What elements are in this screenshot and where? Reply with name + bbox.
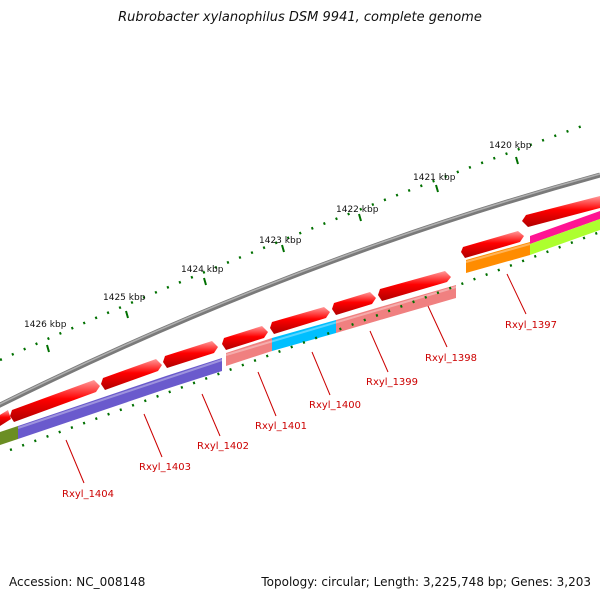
genome-summary-text: Topology: circular; Length: 3,225,748 bp… [261, 575, 591, 589]
olive-segment [0, 426, 18, 445]
ruler-label: 1422 kbp [336, 205, 379, 215]
leader-line [257, 371, 277, 417]
leader-line [201, 393, 221, 437]
gene-track-highlight [17, 243, 531, 429]
leader-line [369, 330, 389, 373]
ruler-tick [515, 156, 519, 165]
gene-label-rxyl-1399: Rxyl_1399 [366, 377, 418, 388]
ruler-labels: 1420 kbp 1421 kbp 1422 kbp 1423 kbp 1424… [24, 141, 532, 330]
ruler-tick [46, 344, 50, 353]
gene-bar-rxyl-1403 [166, 358, 222, 389]
ruler-tick [358, 213, 362, 222]
gene-bar-rxyl-1404 [18, 376, 166, 439]
gene-label-rxyl-1400: Rxyl_1400 [309, 400, 361, 411]
ruler-tick [203, 277, 207, 286]
accession-text: Accession: NC_008148 [9, 575, 146, 589]
cds-arrow [522, 196, 600, 227]
pink-segment [530, 211, 600, 244]
cds-forward-track [0, 196, 600, 426]
cds-arrow [222, 326, 268, 350]
gene-label-rxyl-1401: Rxyl_1401 [255, 421, 307, 432]
map-title: Rubrobacter xylanophilus DSM 9941, compl… [118, 10, 482, 25]
ruler-label: 1425 kbp [103, 293, 146, 303]
ruler-label: 1426 kbp [24, 320, 67, 330]
gene-bar-rxyl-1401 [226, 338, 272, 366]
cds-arrow [0, 410, 11, 426]
gene-labels: Rxyl_1397 Rxyl_1398 Rxyl_1399 Rxyl_1400 … [62, 320, 557, 500]
cds-arrow [332, 292, 376, 315]
ruler-major-ticks [46, 156, 519, 353]
backbone-highlight [0, 173, 600, 405]
ruler-tick [281, 244, 285, 253]
gene-label-rxyl-1402: Rxyl_1402 [197, 441, 249, 452]
gene-label-rxyl-1397: Rxyl_1397 [505, 320, 557, 331]
ruler-label: 1421 kbp [413, 173, 456, 183]
cds-arrow [163, 341, 218, 368]
cds-arrow [101, 359, 162, 390]
ruler-label: 1424 kbp [181, 265, 224, 275]
ruler-tick [125, 310, 129, 319]
cds-arrow [378, 271, 451, 301]
gene-label-rxyl-1403: Rxyl_1403 [139, 462, 191, 473]
gene-label-rxyl-1404: Rxyl_1404 [62, 489, 114, 500]
gene-label-rxyl-1398: Rxyl_1398 [425, 353, 477, 364]
leader-line [311, 351, 331, 396]
gene-bar-rxyl-1400 [272, 320, 336, 351]
cds-arrow [10, 380, 100, 422]
leader-line [427, 305, 448, 348]
gene-bar-rxyl-1399 [336, 307, 380, 333]
leader-line [143, 413, 163, 458]
genome-backbone [0, 172, 600, 408]
gene-track [0, 211, 600, 445]
green-segment [530, 219, 600, 255]
ruler-label: 1423 kbp [259, 236, 302, 246]
cds-arrow [461, 231, 524, 258]
gene-leader-lines [65, 273, 527, 484]
leader-line [65, 439, 85, 484]
gene-bar-rxyl-1398 [380, 285, 456, 320]
gene-bar-rxyl-1397 [466, 242, 530, 273]
cds-arrow [270, 307, 330, 334]
leader-line [506, 273, 527, 315]
ruler-tick [435, 184, 439, 193]
ruler-label: 1420 kbp [489, 141, 532, 151]
